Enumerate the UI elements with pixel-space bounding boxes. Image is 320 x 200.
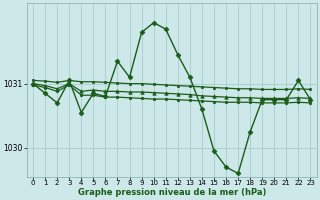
X-axis label: Graphe pression niveau de la mer (hPa): Graphe pression niveau de la mer (hPa) — [77, 188, 266, 197]
